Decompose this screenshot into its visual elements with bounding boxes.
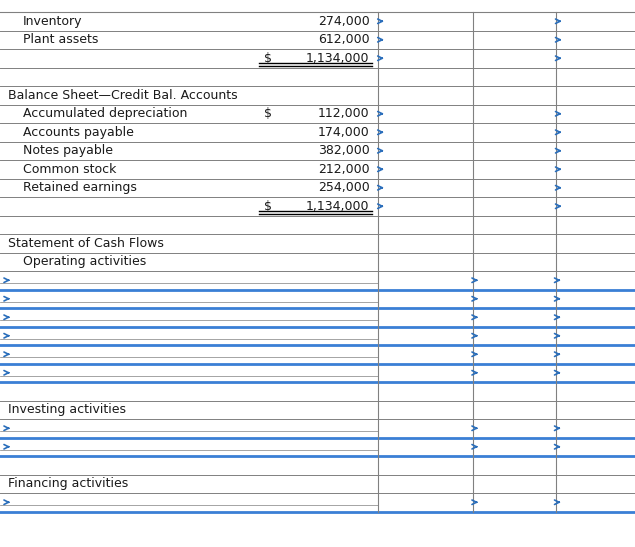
Text: Statement of Cash Flows: Statement of Cash Flows <box>8 237 164 250</box>
Text: Retained earnings: Retained earnings <box>23 181 137 194</box>
Text: 274,000: 274,000 <box>318 15 370 28</box>
Text: 112,000: 112,000 <box>318 107 370 120</box>
Text: 382,000: 382,000 <box>318 144 370 157</box>
Text: 1,134,000: 1,134,000 <box>306 52 370 65</box>
Text: Accounts payable: Accounts payable <box>23 126 134 139</box>
Text: $: $ <box>264 52 272 65</box>
Text: 212,000: 212,000 <box>318 163 370 176</box>
Text: 254,000: 254,000 <box>318 181 370 194</box>
Text: 1,134,000: 1,134,000 <box>306 200 370 213</box>
Text: 174,000: 174,000 <box>318 126 370 139</box>
Text: 612,000: 612,000 <box>318 33 370 46</box>
Text: Operating activities: Operating activities <box>23 255 146 268</box>
Text: Investing activities: Investing activities <box>8 403 126 416</box>
Text: Inventory: Inventory <box>23 15 83 28</box>
Text: Notes payable: Notes payable <box>23 144 113 157</box>
Text: Balance Sheet—Credit Bal. Accounts: Balance Sheet—Credit Bal. Accounts <box>8 89 237 102</box>
Text: $: $ <box>264 200 272 213</box>
Text: Financing activities: Financing activities <box>8 477 128 490</box>
Text: Accumulated depreciation: Accumulated depreciation <box>23 107 187 120</box>
Text: Plant assets: Plant assets <box>23 33 98 46</box>
Text: $: $ <box>264 107 272 120</box>
Text: Common stock: Common stock <box>23 163 116 176</box>
